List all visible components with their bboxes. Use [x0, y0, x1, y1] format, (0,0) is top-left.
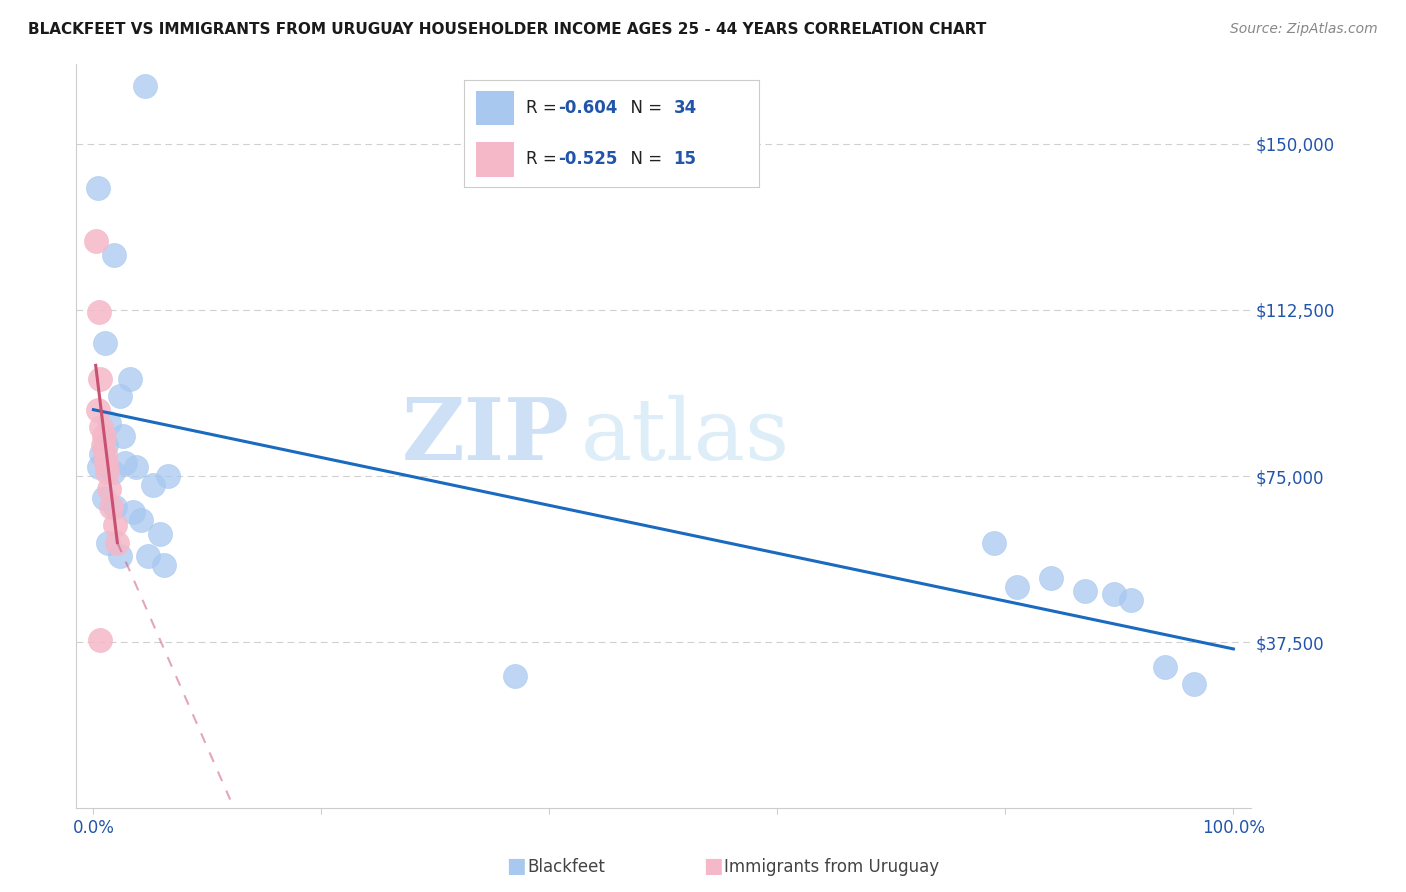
- Point: [105, 535, 128, 549]
- Point: [97, 535, 120, 549]
- Point: [87, 305, 110, 319]
- Point: [100, 500, 122, 515]
- Text: ZIP: ZIP: [402, 394, 569, 478]
- Point: [94, 456, 117, 470]
- Point: [118, 371, 141, 385]
- Point: [1182, 677, 1205, 691]
- Point: [103, 247, 125, 261]
- Point: [104, 500, 127, 515]
- Text: ■: ■: [703, 856, 723, 876]
- Point: [94, 447, 117, 461]
- Point: [108, 549, 131, 563]
- Point: [101, 465, 124, 479]
- Point: [89, 633, 111, 648]
- Text: Blackfeet: Blackfeet: [527, 858, 605, 876]
- Point: [142, 478, 165, 492]
- Point: [94, 336, 117, 351]
- Point: [153, 558, 176, 572]
- Point: [122, 505, 145, 519]
- Point: [112, 429, 135, 443]
- Text: Source: ZipAtlas.com: Source: ZipAtlas.com: [1230, 22, 1378, 37]
- Point: [156, 469, 179, 483]
- Point: [87, 181, 110, 195]
- Text: 15: 15: [673, 151, 696, 169]
- Point: [93, 429, 115, 443]
- Bar: [475, 143, 515, 177]
- Point: [1102, 586, 1125, 600]
- Point: [503, 668, 526, 682]
- Point: [90, 420, 112, 434]
- Point: [1154, 659, 1177, 673]
- Point: [134, 79, 156, 94]
- Bar: [475, 91, 515, 125]
- Text: R =: R =: [526, 151, 562, 169]
- Point: [89, 371, 111, 385]
- Point: [148, 526, 170, 541]
- Point: [84, 235, 107, 249]
- Text: N =: N =: [620, 99, 668, 117]
- Point: [136, 549, 159, 563]
- Point: [93, 491, 115, 506]
- Text: atlas: atlas: [581, 394, 790, 478]
- Text: 34: 34: [673, 99, 697, 117]
- Text: BLACKFEET VS IMMIGRANTS FROM URUGUAY HOUSEHOLDER INCOME AGES 25 - 44 YEARS CORRE: BLACKFEET VS IMMIGRANTS FROM URUGUAY HOU…: [28, 22, 987, 37]
- Point: [87, 402, 110, 417]
- Point: [98, 483, 121, 497]
- Text: -0.604: -0.604: [558, 99, 617, 117]
- Point: [96, 465, 118, 479]
- Point: [114, 456, 136, 470]
- Text: ■: ■: [506, 856, 526, 876]
- Point: [1074, 584, 1097, 599]
- Point: [1040, 571, 1063, 585]
- Point: [1005, 580, 1028, 594]
- Text: -0.525: -0.525: [558, 151, 617, 169]
- Point: [124, 460, 146, 475]
- Point: [90, 447, 112, 461]
- Point: [983, 535, 1005, 549]
- Point: [129, 513, 152, 527]
- Point: [94, 438, 117, 452]
- Point: [98, 416, 121, 430]
- Point: [104, 517, 127, 532]
- Point: [91, 438, 114, 452]
- Point: [108, 389, 131, 403]
- Point: [1119, 593, 1142, 607]
- Text: R =: R =: [526, 99, 562, 117]
- Point: [87, 460, 110, 475]
- Text: Immigrants from Uruguay: Immigrants from Uruguay: [724, 858, 939, 876]
- Text: N =: N =: [620, 151, 668, 169]
